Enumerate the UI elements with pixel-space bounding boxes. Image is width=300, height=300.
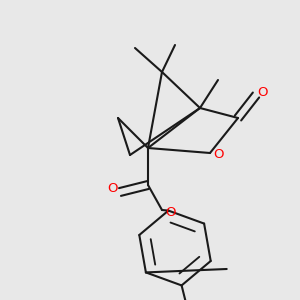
Text: O: O [258, 85, 268, 98]
Text: O: O [165, 206, 175, 220]
Text: O: O [107, 182, 117, 196]
Text: O: O [213, 148, 223, 161]
